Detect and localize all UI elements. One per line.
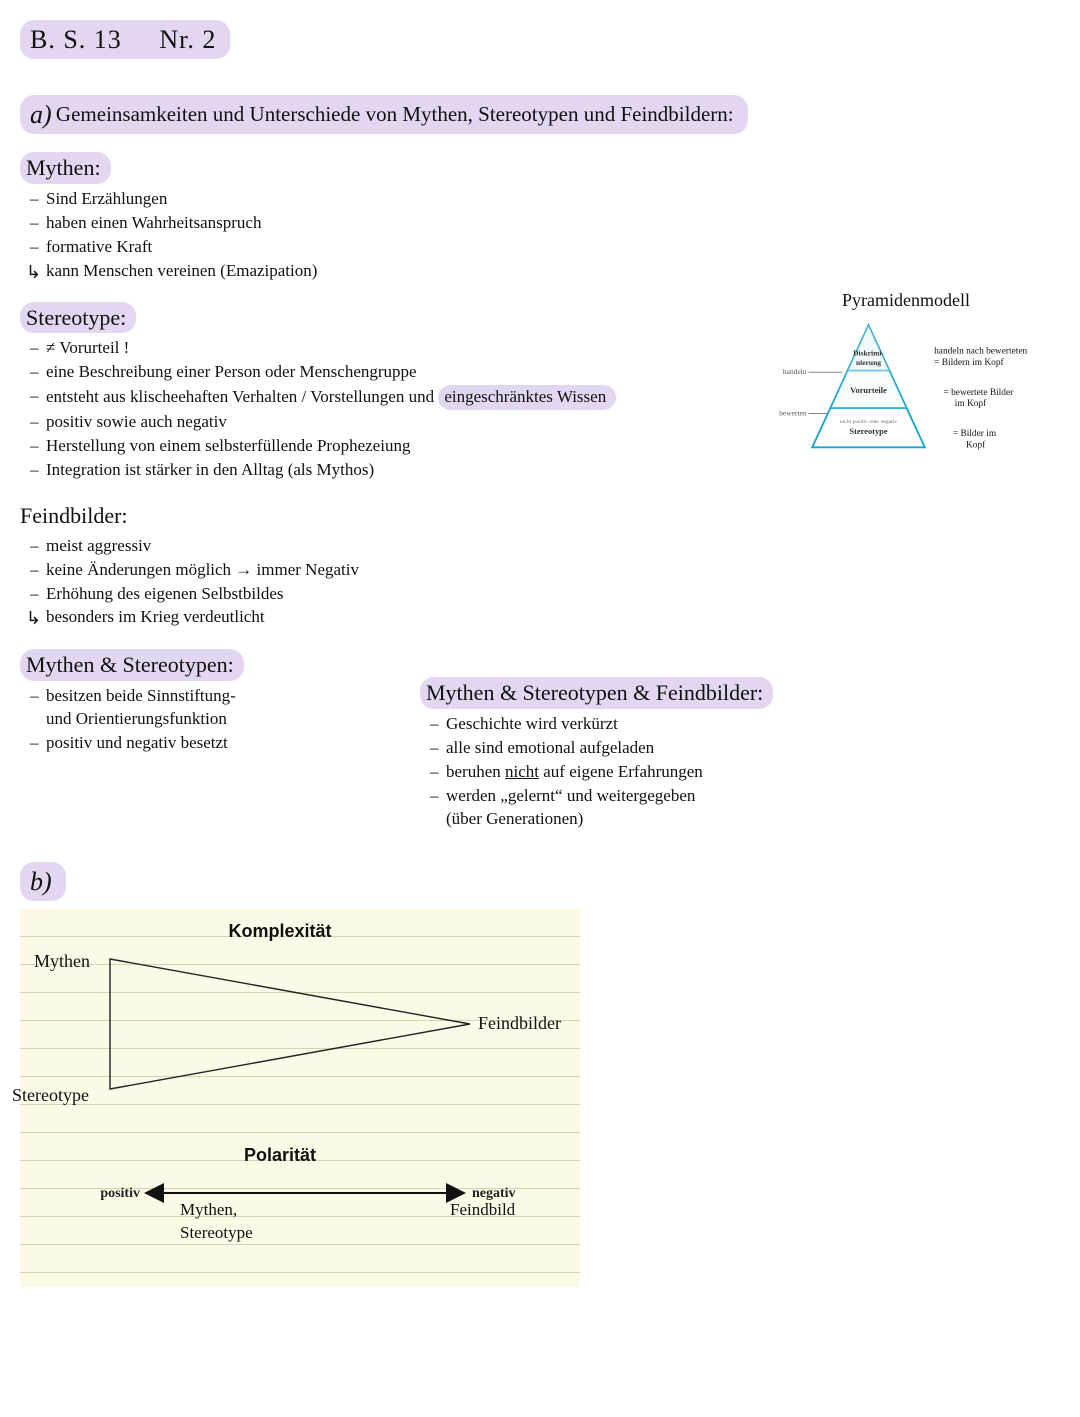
komplex-title: Komplexität (110, 919, 450, 943)
list-item: ≠ Vorurteil ! (30, 337, 732, 360)
svg-text:= Bilder im: = Bilder im (953, 429, 997, 439)
polar-title: Polarität (110, 1143, 450, 1167)
list-item: positiv und negativ besetzt (30, 732, 360, 755)
pyramid-model: Pyramidenmodell Diskrimi- nierung Vorurt… (752, 284, 1060, 470)
list-item: eine Beschreibung einer Person oder Mens… (30, 361, 732, 384)
pyr-bot-note: nicht positiv oder negativ (840, 419, 897, 425)
list-item: haben einen Wahrheitsanspruch (30, 212, 1060, 235)
mythen-title: Mythen: (20, 152, 111, 184)
mythen-list: Sind Erzählungen haben einen Wahrheitsan… (20, 188, 1060, 283)
list-item: formative Kraft (30, 236, 1060, 259)
ms-heading: Mythen & Stereotypen: (20, 649, 360, 681)
task-b-marker: b) (20, 862, 66, 901)
list-item: positiv sowie auch negativ (30, 411, 732, 434)
pyramid-title: Pyramidenmodell (756, 288, 1056, 312)
task-a: a) Gemeinsamkeiten und Unterschiede von … (20, 95, 748, 134)
ms-block: Mythen & Stereotypen: besitzen beide Sin… (20, 649, 360, 756)
item-highlight: eingeschränktes Wissen (438, 385, 616, 410)
ms-title: Mythen & Stereotypen: (20, 649, 244, 681)
msf-list: Geschichte wird verkürzt alle sind emoti… (420, 713, 1060, 831)
msf-heading: Mythen & Stereotypen & Feindbilder: (420, 677, 1060, 709)
list-item: beruhen nicht auf eigene Erfahrungen (430, 761, 1060, 784)
feindbilder-block: Feindbilder: meist aggressiv keine Änder… (20, 501, 1060, 629)
list-item: meist aggressiv (30, 535, 1060, 558)
polar-under-left: Mythen, Stereotype (180, 1199, 253, 1245)
svg-text:Diskrimi-: Diskrimi- (853, 348, 884, 357)
list-item: Geschichte wird verkürzt (430, 713, 1060, 736)
list-item-arrow: kann Menschen vereinen (Emazipation) (30, 260, 1060, 283)
stereotype-heading: Stereotype: (20, 302, 732, 334)
comparison-row: Mythen & Stereotypen: besitzen beide Sin… (20, 649, 1060, 831)
mythen-block: Mythen: Sind Erzählungen haben einen Wah… (20, 152, 1060, 282)
item-prefix: entsteht aus klischeehaften Verhalten / … (46, 387, 438, 406)
komplex-chart: Mythen Stereotype Feindbilder (30, 943, 570, 1113)
polar-chart: positiv negativ Mythen, Stereotype Feind… (30, 1167, 570, 1267)
feindbilder-title: Feindbilder: (20, 503, 128, 528)
msf-pre: beruhen (446, 762, 505, 781)
page-header: B. S. 13 Nr. 2 (20, 20, 1060, 77)
pyr-left-top: handeln (783, 367, 807, 376)
list-item: keine Änderungen möglich → immer Negativ (30, 559, 1060, 582)
list-item: werden „gelernt“ und weitergegeben (über… (430, 785, 1060, 831)
svg-text:= Bildern im Kopf: = Bildern im Kopf (934, 357, 1004, 368)
list-item: Herstellung von einem selbsterfüllende P… (30, 435, 732, 458)
page-ref: B. S. 13 Nr. 2 (20, 20, 230, 59)
lined-paper: Komplexität Mythen Stereotype Feindbilde… (20, 909, 580, 1288)
section-a-header: a) Gemeinsamkeiten und Unterschiede von … (20, 95, 1060, 134)
svg-text:im Kopf: im Kopf (955, 398, 987, 409)
svg-text:Kopf: Kopf (966, 439, 986, 450)
msf-title: Mythen & Stereotypen & Feindbilder: (420, 677, 773, 709)
stereotype-block: Stereotype: ≠ Vorurteil ! eine Beschreib… (20, 284, 732, 483)
msf-under: nicht (505, 762, 539, 781)
task-a-marker: a) (30, 97, 52, 132)
list-item: alle sind emotional aufgeladen (430, 737, 1060, 760)
list-item-arrow: besonders im Krieg verdeutlicht (30, 606, 1060, 629)
feindbilder-list: meist aggressiv keine Änderungen möglich… (20, 535, 1060, 630)
komplex-right: Feindbilder (478, 1011, 561, 1035)
pyr-left-bot: bewerten (779, 408, 807, 417)
page-code: B. S. 13 (30, 25, 122, 54)
stereotype-list: ≠ Vorurteil ! eine Beschreibung einer Pe… (20, 337, 732, 482)
msf-block: Mythen & Stereotypen & Feindbilder: Gesc… (420, 677, 1060, 831)
list-item: Integration ist stärker in den Alltag (a… (30, 459, 732, 482)
list-item: entsteht aus klischeehaften Verhalten / … (30, 385, 732, 410)
stereotype-title: Stereotype: (20, 302, 136, 334)
msf-post: auf eigene Erfahrungen (539, 762, 703, 781)
list-item: Erhöhung des eigenen Selbstbildes (30, 583, 1060, 606)
list-item: besitzen beide Sinnstiftung- und Orienti… (30, 685, 360, 731)
pyramid-svg: Diskrimi- nierung Vorurteile nicht posit… (756, 316, 1056, 466)
polar-left: positiv (100, 1186, 140, 1201)
section-b: b) Komplexität Mythen Stereotype Feindbi… (20, 862, 1060, 1288)
polar-under-right: Feindbild (450, 1199, 515, 1222)
mythen-heading: Mythen: (20, 152, 1060, 184)
page-num: Nr. 2 (159, 25, 216, 54)
task-a-question: Gemeinsamkeiten und Unterschiede von Myt… (56, 100, 734, 128)
komplex-left1: Mythen (34, 949, 90, 973)
pyr-mid: Vorurteile (850, 385, 887, 395)
svg-text:= bewertete Bilder: = bewertete Bilder (944, 388, 1015, 398)
stereotype-row: Stereotype: ≠ Vorurteil ! eine Beschreib… (20, 284, 1060, 483)
komplex-left2: Stereotype (12, 1083, 89, 1107)
svg-text:handeln nach bewerteten: handeln nach bewerteten (934, 346, 1027, 356)
list-item: Sind Erzählungen (30, 188, 1060, 211)
ms-list: besitzen beide Sinnstiftung- und Orienti… (20, 685, 360, 755)
svg-text:nierung: nierung (856, 358, 881, 367)
feindbilder-heading: Feindbilder: (20, 501, 1060, 531)
pyr-bot: Stereotype (849, 426, 887, 436)
